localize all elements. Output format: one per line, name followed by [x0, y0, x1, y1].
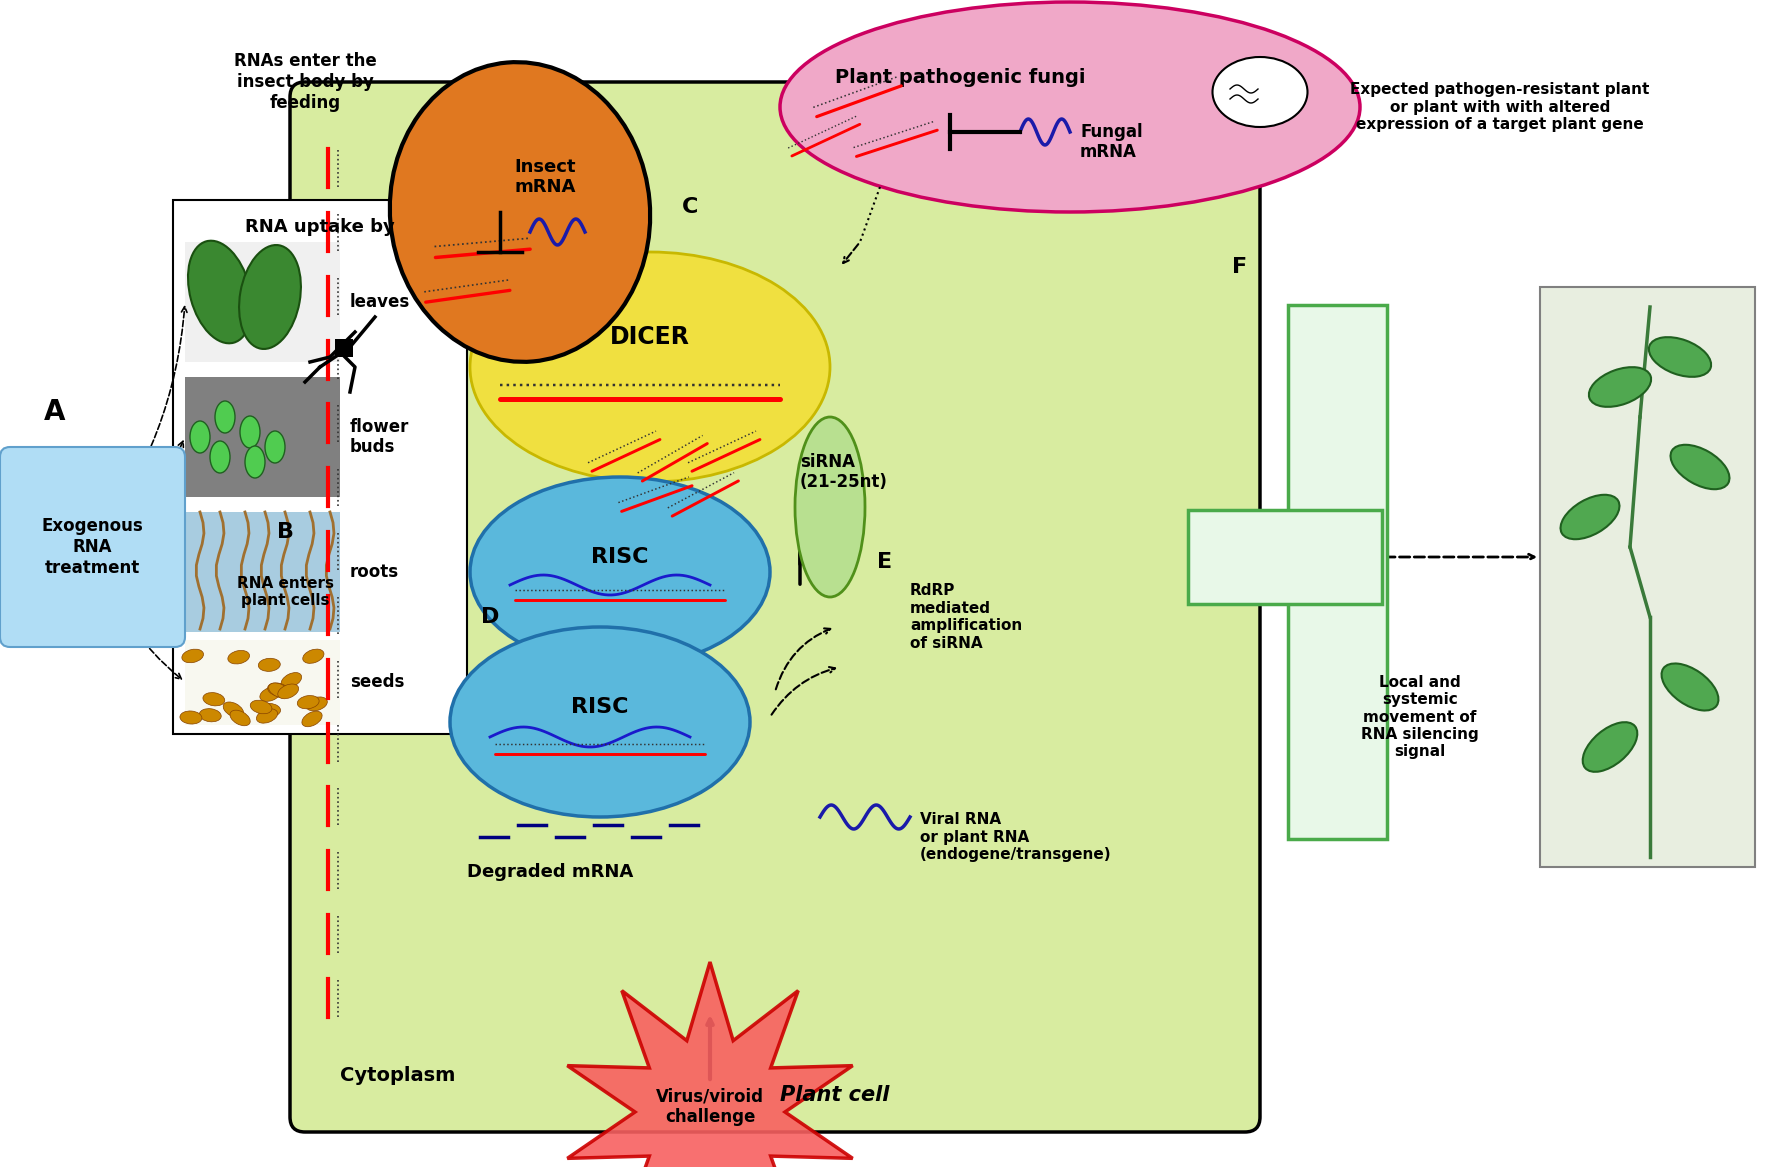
FancyBboxPatch shape — [174, 200, 468, 734]
Ellipse shape — [1561, 495, 1620, 539]
Ellipse shape — [214, 401, 236, 433]
Ellipse shape — [229, 650, 250, 664]
Ellipse shape — [1671, 445, 1729, 489]
Ellipse shape — [303, 649, 324, 663]
Ellipse shape — [1589, 368, 1652, 407]
Ellipse shape — [269, 683, 289, 698]
Ellipse shape — [230, 711, 250, 726]
Text: Local and
systemic
movement of
RNA silencing
signal: Local and systemic movement of RNA silen… — [1361, 675, 1480, 760]
Ellipse shape — [796, 417, 865, 598]
Ellipse shape — [282, 672, 301, 687]
Ellipse shape — [239, 245, 301, 349]
Ellipse shape — [223, 703, 243, 718]
Ellipse shape — [450, 627, 750, 817]
Ellipse shape — [183, 649, 204, 663]
Ellipse shape — [268, 683, 289, 697]
Text: RdRP
mediated
amplification
of siRNA: RdRP mediated amplification of siRNA — [911, 584, 1022, 650]
Ellipse shape — [257, 708, 278, 724]
Text: Exogenous
RNA
treatment: Exogenous RNA treatment — [41, 517, 144, 576]
Ellipse shape — [470, 477, 771, 668]
Ellipse shape — [259, 704, 280, 717]
Text: Expected pathogen-resistant plant
or plant with with altered
expression of a tar: Expected pathogen-resistant plant or pla… — [1350, 82, 1650, 132]
Text: RNAs enter the
insect body by
feeding: RNAs enter the insect body by feeding — [234, 53, 376, 112]
Text: siRNA
(21-25nt): siRNA (21-25nt) — [799, 453, 888, 491]
Ellipse shape — [298, 696, 319, 708]
Text: F: F — [1233, 257, 1247, 277]
Ellipse shape — [266, 431, 285, 463]
Text: A: A — [44, 398, 66, 426]
Ellipse shape — [181, 711, 202, 724]
FancyBboxPatch shape — [1288, 305, 1387, 839]
Text: Insect
mRNA: Insect mRNA — [514, 158, 576, 196]
Text: RISC: RISC — [571, 697, 629, 717]
Polygon shape — [567, 962, 852, 1167]
Ellipse shape — [190, 421, 211, 453]
FancyBboxPatch shape — [1187, 510, 1382, 605]
FancyBboxPatch shape — [291, 82, 1260, 1132]
Text: RNA enters
plant cells: RNA enters plant cells — [236, 575, 333, 608]
Text: Plant pathogenic fungi: Plant pathogenic fungi — [835, 68, 1084, 86]
Text: Degraded mRNA: Degraded mRNA — [466, 864, 633, 881]
Text: D: D — [480, 607, 500, 627]
Bar — [184, 512, 340, 633]
Ellipse shape — [211, 441, 230, 473]
Text: Virus/viroid
challenge: Virus/viroid challenge — [656, 1088, 764, 1126]
Ellipse shape — [188, 240, 252, 343]
Ellipse shape — [250, 700, 271, 714]
Ellipse shape — [1582, 722, 1637, 771]
Text: DICER: DICER — [610, 324, 689, 349]
Text: roots: roots — [351, 562, 399, 581]
Ellipse shape — [1662, 664, 1719, 711]
Ellipse shape — [390, 62, 650, 362]
Text: E: E — [877, 552, 893, 572]
Text: Viral RNA
or plant RNA
(endogene/transgene): Viral RNA or plant RNA (endogene/transge… — [920, 812, 1111, 862]
Ellipse shape — [245, 446, 266, 478]
Text: seeds: seeds — [351, 673, 404, 691]
Bar — [184, 640, 340, 725]
Ellipse shape — [278, 684, 299, 699]
Text: leaves: leaves — [351, 293, 411, 310]
Ellipse shape — [301, 711, 323, 727]
Ellipse shape — [1650, 337, 1712, 377]
Ellipse shape — [470, 252, 829, 482]
Ellipse shape — [259, 658, 280, 671]
Text: flower
buds: flower buds — [351, 418, 409, 456]
Ellipse shape — [1212, 57, 1308, 127]
Text: RNA uptake by: RNA uptake by — [245, 218, 395, 236]
Bar — [1540, 287, 1754, 867]
Text: Fungal
mRNA: Fungal mRNA — [1079, 123, 1143, 161]
Text: C: C — [682, 197, 698, 217]
Ellipse shape — [204, 692, 225, 706]
FancyBboxPatch shape — [0, 447, 184, 647]
Bar — [184, 377, 340, 497]
Text: B: B — [276, 522, 294, 541]
Ellipse shape — [780, 2, 1359, 212]
Text: RISC: RISC — [592, 547, 649, 567]
Bar — [335, 338, 353, 357]
Text: Plant cell: Plant cell — [780, 1085, 890, 1105]
Ellipse shape — [307, 697, 328, 711]
Text: Cytoplasm: Cytoplasm — [340, 1065, 455, 1085]
Ellipse shape — [260, 687, 282, 701]
Ellipse shape — [198, 708, 222, 722]
Bar — [184, 242, 340, 362]
Ellipse shape — [239, 415, 260, 448]
